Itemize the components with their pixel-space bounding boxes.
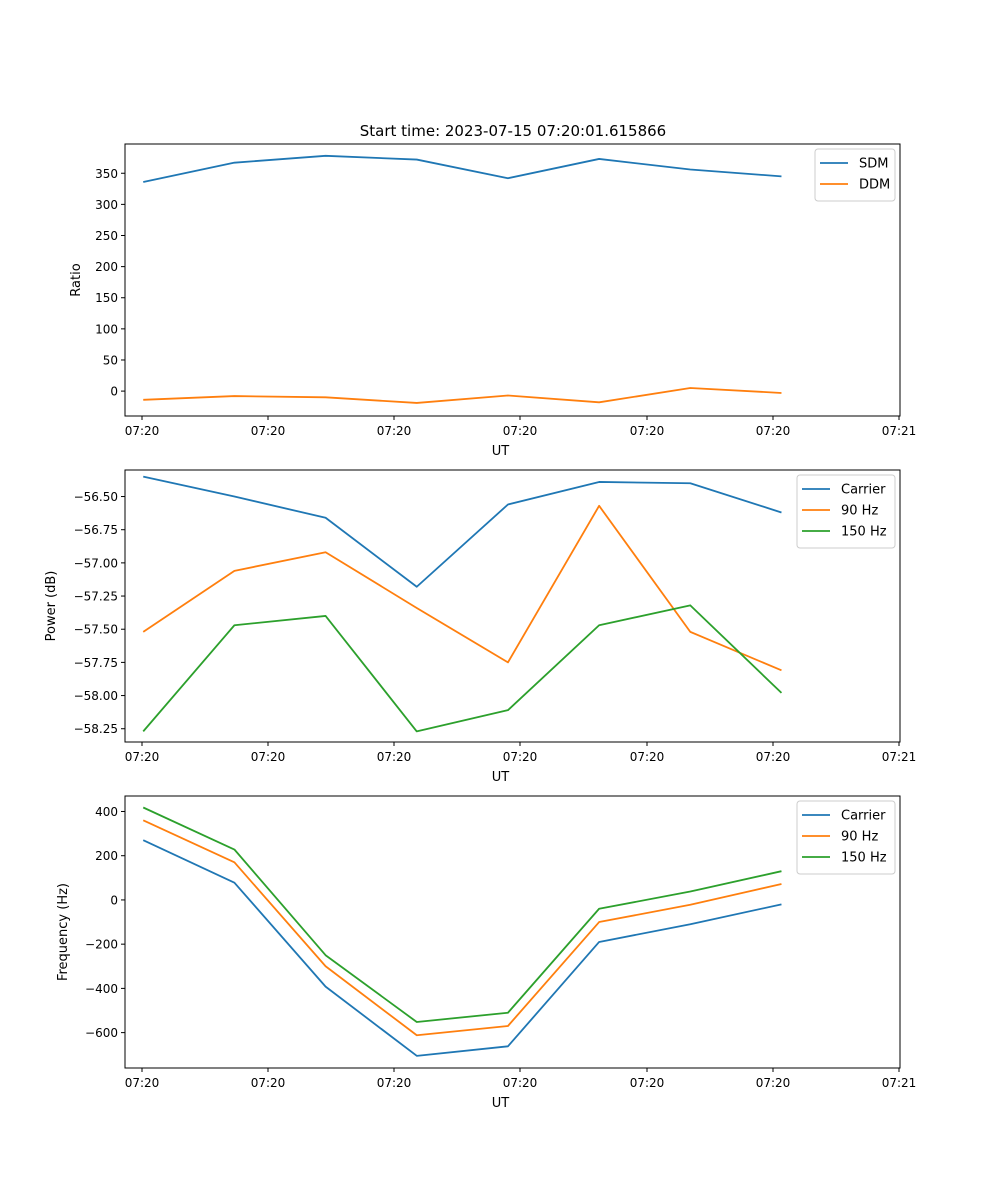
x-tick-label: 07:20	[503, 424, 538, 438]
series-line-carrier	[142, 839, 782, 1057]
x-tick-label: 07:20	[756, 424, 791, 438]
axes-frame	[124, 795, 901, 1069]
y-tick-label: 400	[95, 805, 118, 819]
x-tick-label: 07:20	[377, 1076, 412, 1090]
x-tick-label: 07:20	[377, 424, 412, 438]
y-tick-label: 0	[110, 893, 118, 907]
plots-container: 0 50 100 150 200 250 300 350 07:20 07:20 07:20 07:2…	[44, 143, 917, 1111]
chart-1: 0 50 100 150 200 250 300 350 07:20 07:20 07:20 07:2…	[69, 143, 917, 459]
x-axis-label: UT	[492, 1096, 510, 1111]
y-tick-label: 300	[95, 198, 118, 212]
axes-frame	[124, 469, 901, 743]
series-line-sdm	[143, 154, 782, 183]
x-tick-label: 07:20	[251, 424, 286, 438]
y-tick-label: −56.50	[74, 490, 118, 504]
axes-frame	[124, 143, 901, 417]
x-tick-label: 07:20	[630, 750, 665, 764]
x-tick-label: 07:20	[756, 750, 791, 764]
legend-label: 90 Hz	[841, 830, 878, 845]
y-tick-label: −600	[85, 1026, 118, 1040]
legend-label: SDM	[859, 157, 888, 172]
chart-2: −58.25 −58.00 −57.75 −57.50 −57.25 −57.00 −56.…	[44, 469, 917, 785]
series-line-90-hz	[142, 504, 782, 672]
x-tick-label: 07:20	[503, 750, 538, 764]
y-tick-label: 200	[95, 260, 118, 274]
x-tick-label: 07:20	[756, 1076, 791, 1090]
y-tick-label: 200	[95, 849, 118, 863]
y-axis-label: Ratio	[69, 263, 84, 296]
y-tick-label: 100	[95, 322, 118, 336]
legend-box	[796, 800, 896, 875]
y-tick-label: 0	[110, 385, 118, 399]
y-tick-label: −57.25	[74, 590, 118, 604]
x-axis-label: UT	[492, 770, 510, 785]
y-tick-label: −200	[85, 938, 118, 952]
x-tick-label: 07:20	[251, 1076, 286, 1090]
y-tick-label: −56.75	[74, 523, 118, 537]
y-axis-label: Power (dB)	[44, 571, 59, 642]
series-line-carrier	[143, 475, 782, 588]
y-tick-label: 350	[95, 167, 118, 181]
x-tick-label: 07:20	[125, 750, 160, 764]
x-tick-label: 07:20	[377, 750, 412, 764]
legend-label: Carrier	[841, 483, 886, 498]
y-tick-label: −57.00	[74, 556, 118, 570]
series-line-150-hz	[142, 806, 782, 1023]
y-tick-label: −57.50	[74, 623, 118, 637]
legend-label: Carrier	[841, 809, 886, 824]
legend-label: 150 Hz	[841, 525, 887, 540]
legend-label: 150 Hz	[841, 851, 887, 866]
y-tick-label: −400	[85, 982, 118, 996]
x-tick-label: 07:20	[630, 424, 665, 438]
x-tick-label: 07:20	[125, 1076, 160, 1090]
y-axis-label: Frequency (Hz)	[56, 883, 71, 981]
figure-title: Start time: 2023-07-15 07:20:01.615866	[360, 122, 666, 140]
y-tick-label: 50	[103, 353, 118, 367]
y-tick-label: −58.00	[74, 689, 118, 703]
x-tick-label: 07:20	[630, 1076, 665, 1090]
x-tick-label: 07:21	[882, 1076, 917, 1090]
y-tick-label: −57.75	[74, 656, 118, 670]
x-tick-label: 07:20	[503, 1076, 538, 1090]
x-tick-label: 07:20	[125, 424, 160, 438]
y-tick-label: −58.25	[74, 722, 118, 736]
x-tick-label: 07:21	[882, 424, 917, 438]
y-tick-label: 250	[95, 229, 118, 243]
series-line-150-hz	[142, 604, 783, 733]
x-tick-label: 07:20	[251, 750, 286, 764]
x-axis-label: UT	[492, 444, 510, 459]
y-tick-label: 150	[95, 291, 118, 305]
chart-3: −600 −400 −200 0 200 400 07:20 07:20 07:20 07:20 0…	[56, 795, 917, 1111]
legend-box	[814, 148, 896, 202]
series-line-ddm	[143, 387, 782, 404]
x-tick-label: 07:21	[882, 750, 917, 764]
series-line-90-hz	[142, 819, 782, 1037]
legend-label: DDM	[859, 178, 890, 193]
legend-box	[796, 474, 896, 549]
legend-label: 90 Hz	[841, 504, 878, 519]
